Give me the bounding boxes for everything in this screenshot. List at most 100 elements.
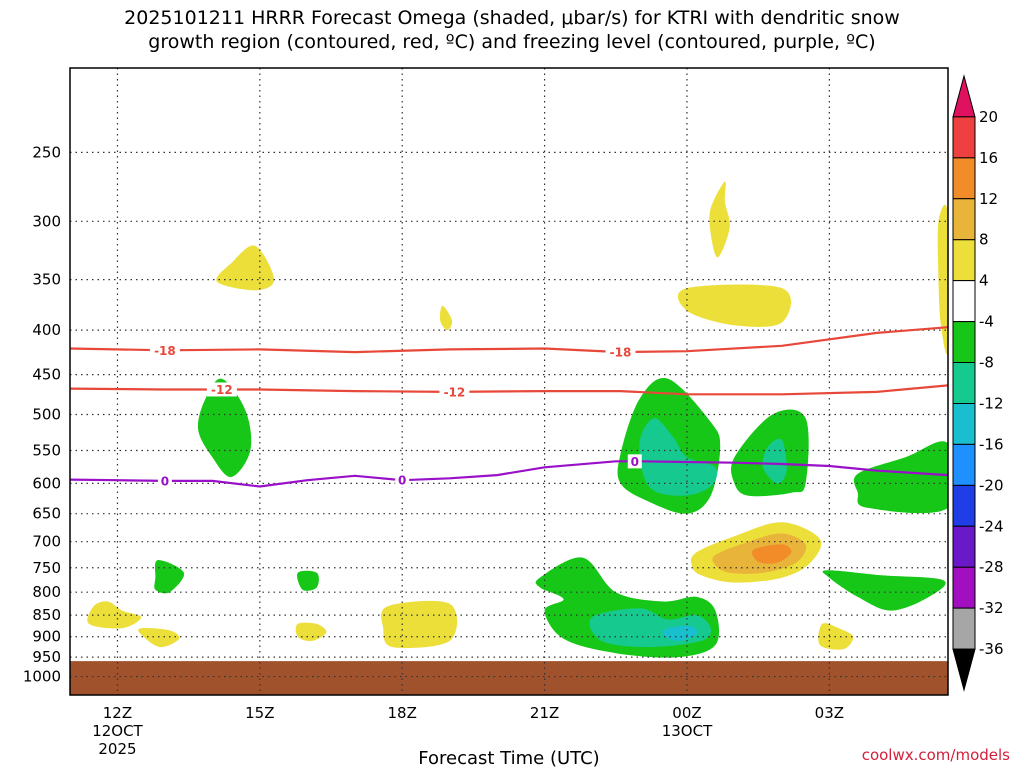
y-tick-label: 700 (32, 533, 61, 551)
colorbar-label: -20 (979, 476, 1004, 494)
chart-title: 2025101211 HRRR Forecast Omega (shaded, … (0, 6, 1024, 54)
omega-region (639, 418, 718, 496)
y-tick-label: 300 (32, 212, 61, 230)
y-tick-label: 650 (32, 505, 61, 523)
contour-label-bg (149, 343, 180, 358)
terrain-layer (70, 661, 948, 695)
y-tick-label: 800 (32, 583, 61, 601)
y-tick-label: 600 (32, 474, 61, 492)
omega-region (677, 284, 792, 327)
contour-line (70, 384, 948, 396)
omega-region (197, 378, 252, 478)
colorbar-swatch (952, 116, 976, 159)
chart-title-line1: 2025101211 HRRR Forecast Omega (shaded, … (124, 7, 900, 29)
colorbar-swatch (952, 280, 976, 323)
y-tick-label: 450 (32, 366, 61, 384)
credit-text: coolwx.com/models (861, 746, 1010, 764)
x-tick-label: 12Z (103, 704, 132, 722)
contour-label-bg (627, 454, 642, 469)
colorbar-swatch (952, 74, 976, 118)
colorbar-swatch (952, 402, 976, 445)
contour-line (70, 460, 948, 488)
colorbar-label: -4 (979, 313, 994, 331)
colorbar-swatch (952, 362, 976, 404)
omega-region (853, 441, 948, 514)
contour-label: 0 (631, 455, 639, 469)
plot-frame (69, 67, 949, 696)
omega-region (709, 181, 730, 258)
contour-label: -12 (444, 385, 466, 399)
y-tick-label: 1000 (23, 668, 61, 686)
colorbar-label: 12 (979, 190, 998, 208)
y-tick-label: 500 (32, 405, 61, 423)
colorbar-label: -32 (979, 599, 1004, 617)
colorbar-swatch (952, 157, 976, 200)
axes: 250 300 350 400 450 500 550 600 650 700 750 800 850 9… (23, 67, 949, 768)
colorbar-swatch (952, 198, 976, 241)
contour-label: -12 (211, 383, 233, 397)
x-tick-label: 00Z (672, 704, 701, 722)
colorbar: 20 16 12 8 4 -4 -8 -12 -16 -20 -24 -28 -32 -36 (952, 74, 1004, 692)
colorbar-label: -12 (979, 394, 1004, 412)
x-tick-label: 18Z (388, 704, 417, 722)
contour-label: 0 (161, 474, 169, 488)
x-tick-label: 15Z (245, 704, 274, 722)
omega-shading (87, 181, 948, 658)
omega-region (381, 600, 458, 649)
y-tick-label: 750 (32, 559, 61, 577)
x-tick-date: 13OCT (662, 722, 713, 740)
y-tick-label: 900 (32, 628, 61, 646)
contour-label-bg (157, 473, 172, 488)
terrain-block (70, 661, 948, 695)
colorbar-label: 16 (979, 149, 998, 167)
colorbar-label: -24 (979, 517, 1004, 535)
x-tick-label: 03Z (815, 704, 844, 722)
chart-title-line2: growth region (contoured, red, ºC) and f… (148, 31, 876, 53)
omega-region (751, 544, 792, 564)
y-tick-label: 250 (32, 143, 61, 161)
x-tick-label: 21Z (530, 704, 559, 722)
colorbar-swatch (952, 525, 976, 568)
grid-lines (70, 68, 948, 695)
colorbar-label: 4 (979, 272, 989, 290)
colorbar-label: 8 (979, 231, 989, 249)
colorbar-swatch (952, 443, 976, 486)
contour-label-bg (206, 382, 237, 397)
contour-label-bg (605, 345, 636, 360)
y-tick-label: 950 (32, 648, 61, 666)
colorbar-swatch (952, 484, 976, 527)
colorbar-swatch (952, 607, 976, 650)
colorbar-label: 20 (979, 108, 998, 126)
colorbar-label: -8 (979, 354, 994, 372)
colorbar-swatch (952, 566, 976, 609)
contour-label-bg (395, 473, 410, 488)
omega-region (138, 627, 180, 648)
omega-region (662, 625, 698, 641)
y-tick-label: 400 (32, 321, 61, 339)
contour-label: -18 (154, 344, 176, 358)
omega-region (822, 570, 946, 611)
colorbar-swatch (952, 648, 976, 692)
contour-label: -18 (610, 346, 632, 360)
colorbar-label: -16 (979, 435, 1004, 453)
x-axis-label: Forecast Time (UTC) (418, 748, 599, 768)
contour-label-bg (439, 384, 470, 399)
omega-region (937, 204, 948, 355)
omega-region (216, 245, 275, 291)
omega-region (295, 622, 327, 642)
colorbar-label: -28 (979, 558, 1004, 576)
omega-region (439, 305, 453, 331)
omega-region (297, 570, 319, 591)
x-tick-year: 2025 (98, 740, 136, 758)
contour-lines: -18 -18 -12 -12 0 0 0 (70, 326, 948, 488)
contour-line (70, 326, 948, 354)
x-tick-date: 12OCT (92, 722, 143, 740)
colorbar-swatch (952, 239, 976, 282)
colorbar-label: -36 (979, 640, 1004, 658)
y-tick-label: 550 (32, 442, 61, 460)
omega-region (154, 560, 185, 594)
y-tick-label: 850 (32, 606, 61, 624)
y-tick-label: 350 (32, 271, 61, 289)
contour-label: 0 (398, 474, 406, 488)
